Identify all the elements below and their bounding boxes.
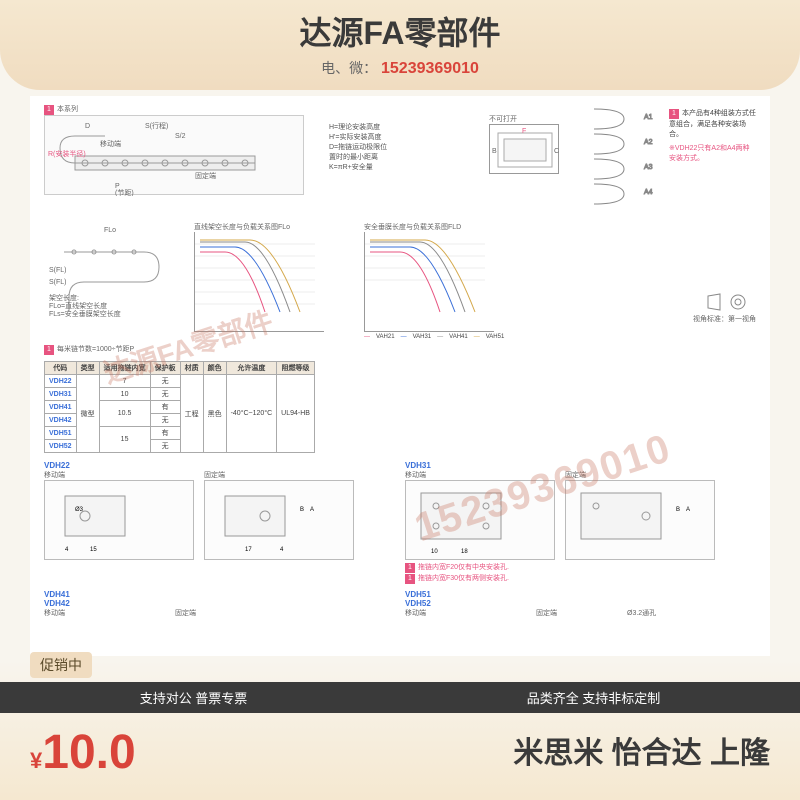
header: 达源FA零部件 电、微： 15239369010 bbox=[0, 0, 800, 90]
projection-icon bbox=[706, 292, 756, 312]
table-header-row: 代码类型 适用拖链内宽保护板 材质颜色 允许温度阻燃等级 bbox=[45, 362, 315, 375]
projection-note: 视角标准：第一视角 bbox=[534, 222, 756, 340]
svg-text:A: A bbox=[686, 507, 690, 513]
svg-text:A3: A3 bbox=[644, 164, 653, 171]
chart-fld: 安全垂膜长度与负载关系图FLD —VAH21 —VAH31 —VAH41 bbox=[364, 222, 524, 340]
svg-text:固定端: 固定端 bbox=[195, 171, 216, 180]
svg-text:A4: A4 bbox=[644, 189, 653, 196]
price: ¥10.0 bbox=[30, 725, 136, 780]
brands: 米思米 怡合达 上隆 bbox=[513, 728, 770, 772]
svg-text:Ø3: Ø3 bbox=[75, 507, 84, 513]
footer-strip-left: 支持对公 普票专票 bbox=[140, 688, 248, 707]
cross-box: F C B bbox=[489, 124, 559, 174]
fold-variants: A1 A2 A3 A4 bbox=[589, 104, 659, 216]
currency-symbol: ¥ bbox=[30, 748, 42, 773]
contact-phone: 15239369010 bbox=[381, 60, 479, 77]
chain-svg: S(行程) S/2 移动端 固定端 R(安装半径) D P (节距) bbox=[45, 116, 305, 196]
pitch-note: 每米链节数=1000÷节距P bbox=[57, 346, 134, 353]
svg-text:A: A bbox=[310, 507, 314, 513]
svg-text:移动端: 移动端 bbox=[100, 139, 121, 148]
svg-text:4: 4 bbox=[65, 547, 69, 553]
datasheet: 1本系列 S(行程) S/2 移动端 固定端 R(安装半径) bbox=[30, 96, 770, 656]
svg-text:18: 18 bbox=[461, 549, 468, 555]
header-contact: 电、微： 15239369010 bbox=[0, 58, 800, 78]
svg-text:FLo=直线架空长度: FLo=直线架空长度 bbox=[49, 301, 107, 310]
svg-text:A2: A2 bbox=[644, 139, 653, 146]
svg-text:B: B bbox=[492, 148, 497, 155]
folded-chain-diagram: FLo S(FL) S(FL) 架空长度: FLo=直线架空长度 FLs=安全垂… bbox=[44, 222, 184, 340]
cross-section: 不可打开 F C B bbox=[489, 104, 579, 216]
svg-text:10: 10 bbox=[431, 549, 438, 555]
svg-text:架空长度:: 架空长度: bbox=[49, 293, 79, 302]
svg-text:S/2: S/2 bbox=[175, 133, 186, 140]
svg-text:17: 17 bbox=[245, 547, 252, 553]
svg-text:D: D bbox=[85, 123, 90, 130]
svg-text:S(FL): S(FL) bbox=[49, 267, 67, 274]
chain-diagram: S(行程) S/2 移动端 固定端 R(安装半径) D P (节距) bbox=[44, 115, 304, 195]
header-title: 达源FA零部件 bbox=[0, 8, 800, 54]
promo-badge: 促销中 bbox=[30, 652, 92, 678]
svg-text:P: P bbox=[115, 183, 120, 190]
svg-text:F: F bbox=[522, 128, 526, 135]
fold-note-text: 1本产品有4种组装方式任意组合，满足各种安装场合。 ※VDH22只有A2和A4两… bbox=[669, 104, 756, 216]
section-mark: 1本系列 bbox=[44, 104, 319, 115]
svg-text:B: B bbox=[300, 507, 304, 513]
drawing-vdh51: VDH51 VDH52 移动端 固定端 Ø3.2通孔 bbox=[405, 590, 756, 618]
footer-strip: 支持对公 普票专票 品类齐全 支持非标定制 bbox=[0, 682, 800, 713]
footer-strip-right: 品类齐全 支持非标定制 bbox=[527, 688, 661, 707]
price-value: 10.0 bbox=[42, 726, 135, 779]
spec-table: 代码类型 适用拖链内宽保护板 材质颜色 允许温度阻燃等级 VDH22微型7无工程… bbox=[44, 361, 315, 453]
svg-text:4: 4 bbox=[280, 547, 284, 553]
drawing-vdh31: VDH31 移动端 1018 固定端 BA 1拖链内宽F20仅有中央安装孔. 1… bbox=[405, 461, 756, 584]
svg-text:S(FL): S(FL) bbox=[49, 279, 67, 286]
chart-legend: —VAH21 —VAH31 —VAH41 —VAH51 bbox=[364, 334, 524, 340]
footer: 促销中 支持对公 普票专票 品类齐全 支持非标定制 ¥10.0 米思米 怡合达 … bbox=[0, 660, 800, 800]
table-row: VDH22微型7无工程黑色-40°C~120°CUL94-HB bbox=[45, 375, 315, 388]
svg-text:B: B bbox=[676, 507, 680, 513]
drawing-vdh41: VDH41 VDH42 移动端 固定端 bbox=[44, 590, 395, 618]
svg-text:S(行程): S(行程) bbox=[145, 121, 168, 130]
chart-flo: 直线架空长度与负载关系图FLo bbox=[194, 222, 354, 340]
drawing-vdh22: VDH22 移动端 Ø3415 固定端 174BA bbox=[44, 461, 395, 584]
svg-text:FLo: FLo bbox=[104, 227, 116, 234]
svg-text:A1: A1 bbox=[644, 114, 653, 121]
contact-label: 电、微： bbox=[321, 60, 377, 76]
svg-text:R(安装半径): R(安装半径) bbox=[48, 149, 86, 158]
svg-text:FLs=安全垂膜架空长度: FLs=安全垂膜架空长度 bbox=[49, 309, 121, 318]
svg-text:C: C bbox=[554, 148, 559, 155]
svg-text:(节距): (节距) bbox=[115, 189, 134, 196]
formula-notes: H=理论安装高度 H'=实际安装高度 D=拖链运动极限位 置时的最小距离 K=π… bbox=[329, 104, 479, 216]
svg-text:15: 15 bbox=[90, 547, 97, 553]
